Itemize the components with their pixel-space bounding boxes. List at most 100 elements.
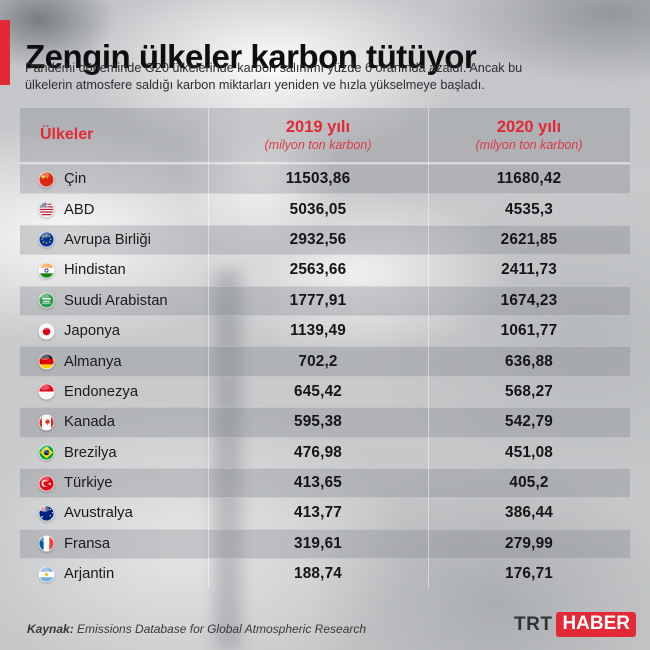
column-divider [208,108,209,588]
indonesia-flag-icon [38,383,55,400]
country-cell: Fransa [20,535,208,552]
country-name: Hindistan [64,262,126,279]
country-cell: Japonya [20,323,208,340]
country-name: Japonya [64,323,120,340]
table-row: Japonya 1139,49 1061,77 [20,316,630,346]
table-row: Avrupa Birliği 2932,56 2621,85 [20,224,630,256]
subtitle: Pandemi döneminde G20 ülkelerinde karbon… [25,60,625,94]
value-2019: 413,77 [294,504,342,522]
column-header-2019-label: 2019 yılı [285,118,351,136]
india-flag-icon [38,262,55,279]
saudi-arabia-flag-icon [38,292,55,309]
haber-logo-badge: HABER [556,612,636,637]
value-2019: 319,61 [294,534,342,552]
value-2019: 2563,66 [289,261,347,279]
value-2020: 2411,73 [501,261,557,279]
value-2020: 451,08 [505,443,553,461]
table-row: Almanya 702,2 636,88 [20,346,630,377]
table-row: Endonezya 645,42 568,27 [20,377,630,407]
column-header-2019: 2019 yılı (milyon ton karbon) [208,118,428,152]
australia-flag-icon [38,505,55,522]
country-name: Avustralya [64,505,133,522]
column-header-2020-unit: (milyon ton karbon) [475,138,583,152]
source-label: Kaynak: [27,622,74,636]
page-title: Zengin ülkeler karbon tütüyor [25,38,477,76]
country-name: Arjantin [64,566,115,583]
value-2020: 279,99 [505,534,553,552]
table-row: Brezilya 476,98 451,08 [20,438,630,468]
turkey-flag-icon [38,475,55,492]
value-2020: 4535,3 [505,200,553,218]
trt-logo-text: TRT [514,613,553,635]
source-text: Emissions Database for Global Atmospheri… [73,622,367,636]
smokestack-silhouette [214,270,242,650]
argentina-flag-icon [38,566,55,583]
table-row: Çin 11503,86 11680,42 [20,164,630,195]
country-name: Suudi Arabistan [64,292,168,309]
table-row: Hindistan 2563,66 2411,73 [20,255,630,285]
value-2019: 476,98 [294,443,342,461]
subtitle-line-2: ülkelerin atmosfere saldığı karbon mikta… [25,77,485,92]
table-row: Arjantin 188,74 176,71 [20,559,630,589]
subtitle-line-1: Pandemi döneminde G20 ülkelerinde karbon… [25,61,523,75]
column-divider [428,108,429,588]
value-2020: 542,79 [505,413,553,431]
value-2019: 1777,91 [289,291,347,309]
japan-flag-icon [38,323,55,340]
country-name: ABD [64,201,95,218]
country-cell: Avustralya [20,505,208,522]
table-row: ABD 5036,05 4535,3 [20,194,630,224]
value-2020: 405,2 [509,474,549,492]
country-name: Avrupa Birliği [64,231,151,248]
value-2019: 413,65 [294,474,342,492]
eu-flag-icon [38,231,55,248]
country-cell: Suudi Arabistan [20,292,208,309]
country-cell: Brezilya [20,444,208,461]
country-cell: Kanada [20,414,208,431]
title-accent-bar [0,20,10,85]
column-header-2019-unit: (milyon ton karbon) [264,138,372,152]
value-2019: 702,2 [298,352,338,370]
column-header-2020: 2020 yılı (milyon ton karbon) [428,118,630,152]
country-cell: Arjantin [20,566,208,583]
value-2019: 1139,49 [290,322,346,340]
country-name: Brezilya [64,444,117,461]
value-2020: 386,44 [505,504,553,522]
france-flag-icon [38,535,55,552]
country-name: Kanada [64,414,116,431]
value-2019: 595,38 [294,413,342,431]
country-name: Çin [64,171,87,188]
value-2020: 2621,85 [500,230,558,248]
country-cell: Hindistan [20,262,208,279]
table-row: Suudi Arabistan 1777,91 1674,23 [20,285,630,316]
value-2019: 2932,56 [289,230,347,248]
country-cell: ABD [20,201,208,218]
country-cell: Çin [20,171,208,188]
value-2019: 5036,05 [289,200,347,218]
column-header-2020-label: 2020 yılı [496,118,562,136]
value-2019: 645,42 [294,382,342,400]
country-cell: Endonezya [20,383,208,400]
value-2020: 1674,23 [500,291,558,309]
country-cell: Avrupa Birliği [20,231,208,248]
value-2019: 11503,86 [285,170,351,188]
value-2020: 1061,77 [500,322,558,340]
emissions-table: Ülkeler 2019 yılı (milyon ton karbon) 20… [20,108,630,589]
table-body: Çin 11503,86 11680,42 ABD 5036,05 4535,3… [20,164,630,589]
canada-flag-icon [38,414,55,431]
country-cell: Almanya [20,353,208,370]
source-note: Kaynak: Emissions Database for Global At… [27,622,366,636]
country-cell: Türkiye [20,475,208,492]
country-name: Türkiye [64,475,113,492]
brazil-flag-icon [38,444,55,461]
column-header-countries: Ülkeler [40,126,94,143]
value-2020: 11680,42 [496,170,562,188]
value-2020: 568,27 [505,382,553,400]
country-name: Endonezya [64,383,139,400]
table-row: Kanada 595,38 542,79 [20,407,630,438]
value-2020: 636,88 [505,352,553,370]
table-row: Avustralya 413,77 386,44 [20,498,630,528]
usa-flag-icon [38,201,55,218]
trt-haber-logo: TRT HABER [514,612,636,637]
smoke-plume [150,60,370,290]
